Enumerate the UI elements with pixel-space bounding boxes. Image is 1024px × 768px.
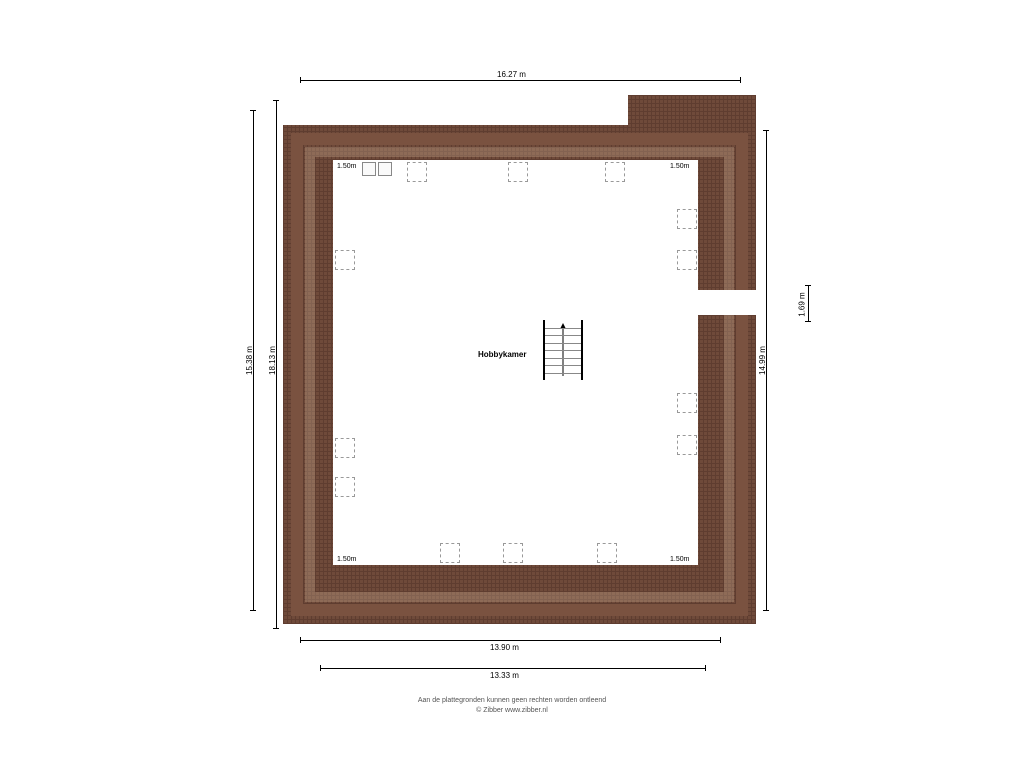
stair-tread	[545, 343, 581, 344]
structural-column	[503, 543, 523, 563]
ceiling-height-label: 1.50m	[337, 163, 356, 170]
stair-tread	[545, 335, 581, 336]
stair-tread	[545, 373, 581, 374]
structural-column	[335, 250, 355, 270]
footer-disclaimer: Aan de plattegronden kunnen geen rechten…	[312, 696, 712, 716]
dimension-tick	[320, 665, 321, 671]
footer-line2: © Zibber www.zibber.nl	[476, 707, 548, 714]
dimension-label: 1.69 m	[798, 292, 807, 316]
dimension-tick	[273, 100, 279, 101]
dimension-tick	[250, 610, 256, 611]
footer-line1: Aan de plattegronden kunnen geen rechten…	[418, 697, 606, 704]
dimension-label: 13.33 m	[490, 671, 519, 680]
dimension-tick	[250, 110, 256, 111]
dimension-line	[320, 668, 705, 669]
structural-column	[597, 543, 617, 563]
wall-switch-icon	[362, 162, 376, 176]
stair-tread	[545, 358, 581, 359]
room-label: Hobbykamer	[478, 350, 526, 359]
dimension-tick	[705, 665, 706, 671]
ceiling-height-label: 1.50m	[670, 556, 689, 563]
dimension-tick	[300, 637, 301, 643]
room-hobbykamer	[333, 160, 698, 565]
structural-column	[677, 393, 697, 413]
stair-tread	[545, 350, 581, 351]
dimension-line	[300, 80, 740, 81]
dimension-label: 18.13 m	[268, 346, 277, 375]
dimension-label: 14.99 m	[758, 346, 767, 375]
structural-column	[677, 209, 697, 229]
dimension-tick	[740, 77, 741, 83]
dimension-line	[300, 640, 720, 641]
dimension-tick	[805, 285, 811, 286]
structural-column	[508, 162, 528, 182]
dimension-tick	[300, 77, 301, 83]
dimension-line	[808, 285, 809, 321]
dimension-label: 15.38 m	[245, 346, 254, 375]
ceiling-height-label: 1.50m	[337, 556, 356, 563]
structural-column	[335, 438, 355, 458]
dimension-tick	[273, 628, 279, 629]
stair-tread	[545, 328, 581, 329]
floorplan-canvas: Hobbykamer Aan de plattegronden kunnen g…	[0, 0, 1024, 768]
wall-switch-icon	[378, 162, 392, 176]
dimension-tick	[763, 130, 769, 131]
structural-column	[440, 543, 460, 563]
door-opening	[698, 290, 756, 315]
ceiling-height-label: 1.50m	[670, 163, 689, 170]
stair-tread	[545, 365, 581, 366]
dimension-tick	[805, 321, 811, 322]
structural-column	[335, 477, 355, 497]
staircase	[543, 320, 583, 380]
structural-column	[677, 250, 697, 270]
dimension-tick	[720, 637, 721, 643]
roof-notch	[283, 95, 628, 125]
dimension-label: 16.27 m	[497, 70, 526, 79]
dimension-label: 13.90 m	[490, 643, 519, 652]
structural-column	[677, 435, 697, 455]
dimension-tick	[763, 610, 769, 611]
structural-column	[407, 162, 427, 182]
structural-column	[605, 162, 625, 182]
